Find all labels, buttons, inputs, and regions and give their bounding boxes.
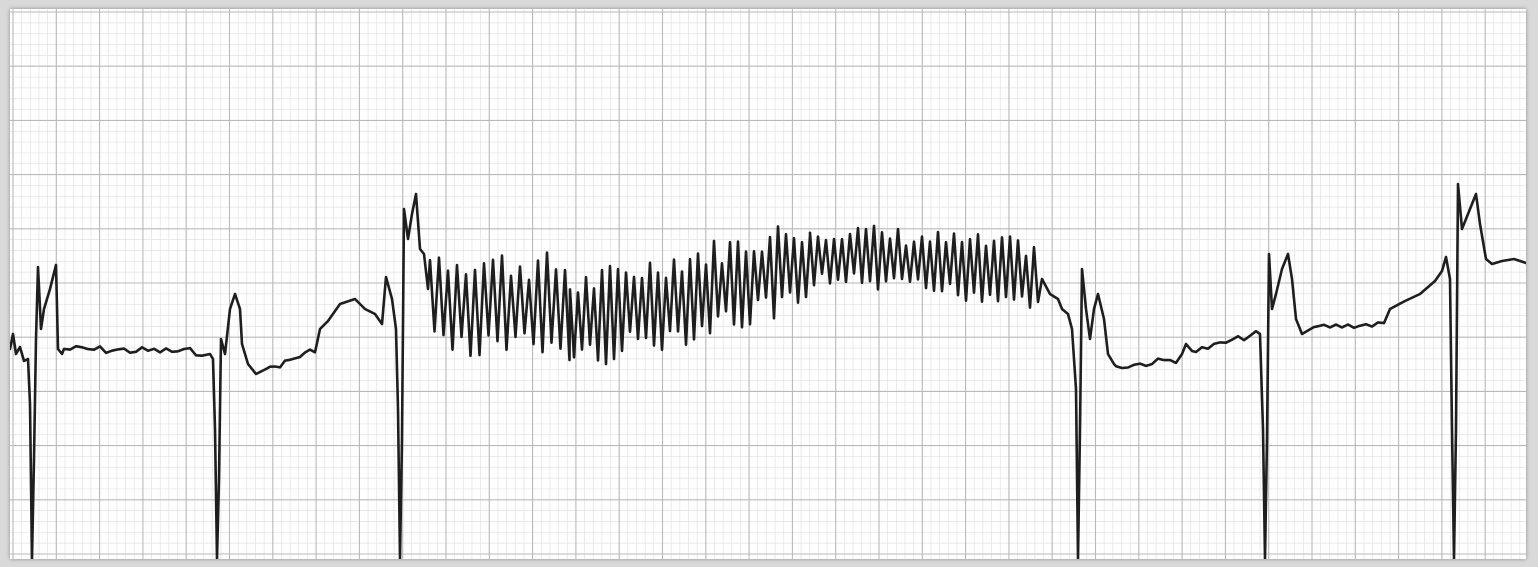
ecg-strip	[10, 9, 1526, 559]
ecg-trace	[10, 182, 1526, 559]
grid-major-lines	[10, 9, 1526, 559]
ecg-chart	[10, 9, 1526, 559]
